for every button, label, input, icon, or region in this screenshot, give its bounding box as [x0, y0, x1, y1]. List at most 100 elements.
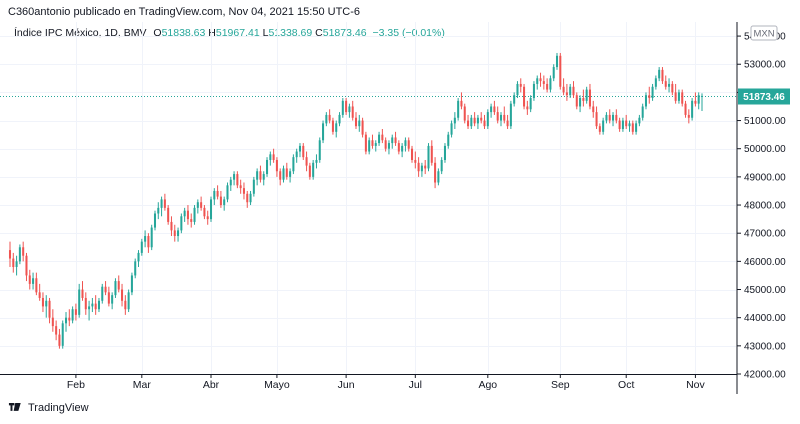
candle-body — [22, 247, 25, 256]
candle-body — [523, 86, 526, 107]
candle — [572, 81, 575, 99]
candle-body — [242, 188, 245, 194]
time-tick-label: Jun — [338, 379, 355, 391]
candle — [183, 207, 186, 222]
candle — [691, 98, 694, 121]
candle-body — [694, 100, 697, 104]
candle — [539, 72, 542, 87]
candle — [480, 112, 483, 124]
candle-body — [183, 210, 186, 217]
candle-body — [684, 103, 687, 115]
candle-body — [331, 120, 334, 132]
candle — [150, 224, 153, 251]
candle-body — [88, 306, 91, 310]
candle-body — [658, 69, 661, 79]
candle-body — [140, 241, 143, 253]
candle — [186, 205, 189, 225]
candle-body — [700, 95, 704, 97]
candle-body — [15, 261, 18, 267]
candle — [167, 205, 170, 225]
candle — [193, 205, 196, 225]
candle-body — [325, 114, 328, 124]
currency-label: MXN — [753, 29, 774, 40]
candle-body — [516, 83, 519, 96]
candle — [325, 112, 328, 127]
candle-body — [697, 95, 700, 104]
candle-body — [38, 292, 41, 298]
candle-body — [674, 92, 677, 101]
candle-body — [519, 83, 522, 87]
candle — [74, 303, 77, 321]
candle-body — [460, 100, 463, 107]
candle-body — [203, 207, 206, 217]
candle-body — [476, 117, 479, 124]
candle-body — [648, 95, 651, 99]
candle — [387, 140, 390, 155]
candle-body — [160, 199, 163, 208]
time-axis[interactable]: Feb Mar Abr Mayo Jun Jul Ago Sep Oct Nov — [67, 374, 706, 391]
candle — [305, 151, 308, 172]
candle — [160, 196, 163, 217]
candle — [256, 168, 259, 186]
candle-body — [615, 114, 618, 121]
candle — [328, 109, 331, 124]
candle — [605, 112, 608, 124]
candle — [81, 281, 84, 301]
candle — [226, 182, 229, 203]
candle-body — [285, 168, 288, 177]
candle — [249, 190, 252, 206]
price-tick-label: 47000.00 — [744, 229, 786, 240]
candle — [681, 89, 684, 107]
footer-brand[interactable]: TradingView — [8, 402, 89, 414]
candle — [625, 114, 628, 130]
candle — [236, 171, 239, 189]
candle-body — [394, 137, 397, 144]
candle — [598, 123, 601, 135]
candle-body — [74, 309, 77, 315]
candle-body — [592, 106, 595, 113]
candle — [315, 154, 318, 169]
candle-body — [641, 106, 644, 118]
candle — [308, 162, 311, 180]
candle — [354, 112, 358, 130]
candle-body — [569, 86, 572, 96]
candle — [473, 112, 476, 127]
last-price-box — [738, 88, 790, 105]
candle-body — [447, 134, 450, 146]
candle — [295, 148, 298, 163]
candle — [341, 98, 344, 118]
candle — [229, 176, 232, 191]
candle-body — [341, 100, 344, 115]
candle-body — [180, 216, 183, 231]
price-axis[interactable]: 42000.00 43000.00 44000.00 45000.00 46000.00… — [737, 32, 786, 381]
candle — [378, 131, 381, 146]
candle-body — [246, 193, 249, 203]
candle-body — [575, 95, 578, 107]
candle-body — [226, 185, 229, 200]
candle — [542, 75, 545, 90]
candle-body — [173, 230, 176, 237]
candle-body — [572, 86, 575, 96]
candle — [434, 157, 437, 189]
candle — [275, 157, 278, 177]
candle — [493, 100, 496, 115]
candle-body — [546, 83, 549, 90]
candle — [450, 120, 453, 138]
candle — [28, 269, 31, 290]
low-label: L — [262, 27, 269, 39]
candle — [700, 93, 704, 112]
candle-body — [687, 114, 690, 118]
candle-body — [654, 78, 657, 87]
candle-body — [295, 151, 298, 158]
candle — [457, 98, 460, 121]
candle-body — [404, 140, 407, 146]
candle-body — [147, 236, 150, 248]
candle — [635, 120, 638, 135]
tradingview-logo-icon — [8, 402, 21, 411]
candle-body — [150, 227, 153, 248]
candle — [216, 185, 219, 200]
candle-body — [681, 92, 684, 104]
candle — [61, 320, 64, 349]
candle — [94, 295, 97, 315]
